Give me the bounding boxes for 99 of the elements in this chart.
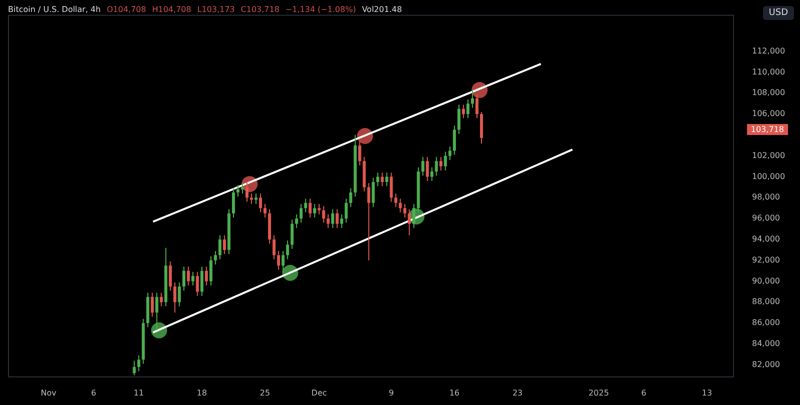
candlestick <box>318 203 321 215</box>
candlestick <box>394 192 398 208</box>
y-tick-label: 108,000 <box>752 88 786 98</box>
candlestick <box>160 292 163 307</box>
candlestick <box>173 282 176 314</box>
candlestick <box>376 172 380 187</box>
candlestick <box>452 125 456 156</box>
candlestick <box>304 198 308 213</box>
candlestick <box>421 156 424 176</box>
candlestick <box>403 203 406 218</box>
candlestick <box>200 266 204 296</box>
text: Vol201.48 <box>362 5 402 14</box>
y-tick-label: 110,000 <box>752 67 786 76</box>
candlestick <box>434 156 438 176</box>
y-tick-label: 96,000 <box>752 214 780 223</box>
y-tick-label: 86,000 <box>752 318 780 328</box>
y-tick-label: 92,000 <box>752 255 780 264</box>
x-tick-label: 18 <box>196 388 207 398</box>
y-tick-label: 84,000 <box>752 339 780 348</box>
candlestick <box>254 192 258 204</box>
x-tick-label: 6 <box>91 388 96 398</box>
text: −1,134 (−1.08%) <box>285 5 356 14</box>
candlestick <box>430 166 434 182</box>
candlestick <box>186 266 190 286</box>
candlestick <box>448 146 452 161</box>
x-tick-label: Dec <box>311 388 327 398</box>
candlestick <box>259 192 262 213</box>
x-tick-label: 16 <box>449 388 460 398</box>
candlestick <box>178 282 181 307</box>
candlestick <box>480 111 483 144</box>
candlestick <box>132 360 136 376</box>
candlestick <box>331 208 334 228</box>
x-tick-label: 2025 <box>588 388 609 398</box>
candlestick <box>336 208 339 228</box>
y-tick-label: 98,000 <box>752 192 780 202</box>
candlestick <box>214 250 217 266</box>
candlestick <box>408 208 411 236</box>
chart-title: Bitcoin / U.S. Dollar, 4h <box>8 5 101 14</box>
candlestick <box>182 266 186 292</box>
y-tick-label: 82,000 <box>752 360 780 369</box>
candlestick <box>326 214 330 228</box>
candlestick <box>308 198 312 218</box>
candlestick <box>426 156 429 182</box>
candlestick <box>470 90 474 108</box>
candlestick <box>168 260 172 292</box>
candlestick <box>236 184 240 198</box>
x-tick-label: 13 <box>702 388 712 398</box>
x-tick-label: 6 <box>641 388 646 398</box>
candlestick <box>344 198 348 224</box>
y-tick-label: 100,000 <box>752 172 786 181</box>
candlestick <box>313 203 316 218</box>
candlestick <box>209 256 212 286</box>
x-tick-label: 23 <box>512 388 523 398</box>
y-tick-label: 94,000 <box>752 234 780 244</box>
candlestick <box>367 182 370 261</box>
y-tick-label: 106,000 <box>752 109 786 118</box>
y-axis-title: USD <box>762 6 794 20</box>
candlestick <box>286 240 290 260</box>
candlestick <box>290 219 294 250</box>
x-tick-label: Nov <box>40 388 57 398</box>
candlestick <box>264 203 267 218</box>
candlestick <box>191 271 194 286</box>
candlestick <box>457 104 460 134</box>
candlestick <box>322 206 326 224</box>
candlestick <box>372 177 375 208</box>
y-tick-label: 90,000 <box>752 276 780 286</box>
y-tick-label: 102,000 <box>752 150 786 160</box>
candlestick <box>204 266 208 286</box>
candlestick <box>340 214 344 228</box>
candlestick <box>462 104 465 119</box>
candlestick <box>232 188 235 218</box>
x-tick-label: 25 <box>260 388 270 398</box>
candlestick <box>272 234 276 260</box>
candlestick <box>390 172 393 202</box>
candlestick <box>349 188 352 208</box>
candlestick <box>137 354 140 372</box>
candlestick <box>300 203 303 224</box>
candlestick <box>439 156 442 171</box>
candlestick <box>295 214 298 228</box>
candlestick <box>222 234 226 255</box>
candlestick <box>444 151 447 171</box>
candlestick <box>150 292 154 318</box>
candlestick <box>277 250 280 270</box>
candlestick <box>398 198 402 213</box>
candlestick <box>196 271 199 296</box>
text: 103,718 <box>746 124 788 135</box>
candlestick <box>380 172 384 187</box>
text: H104,708 <box>152 5 192 14</box>
text: L103,173 <box>197 5 235 14</box>
candlestick <box>240 182 244 194</box>
y-tick-label: 112,000 <box>752 46 786 56</box>
y-tick-label: 88,000 <box>752 297 780 306</box>
text: C103,718 <box>240 5 280 14</box>
candlestick <box>466 98 470 119</box>
x-tick-label: 9 <box>388 388 394 398</box>
candlestick <box>218 234 222 260</box>
x-tick-label: 11 <box>134 388 144 398</box>
text: O104,708 <box>106 5 146 14</box>
candlestick <box>385 172 388 187</box>
